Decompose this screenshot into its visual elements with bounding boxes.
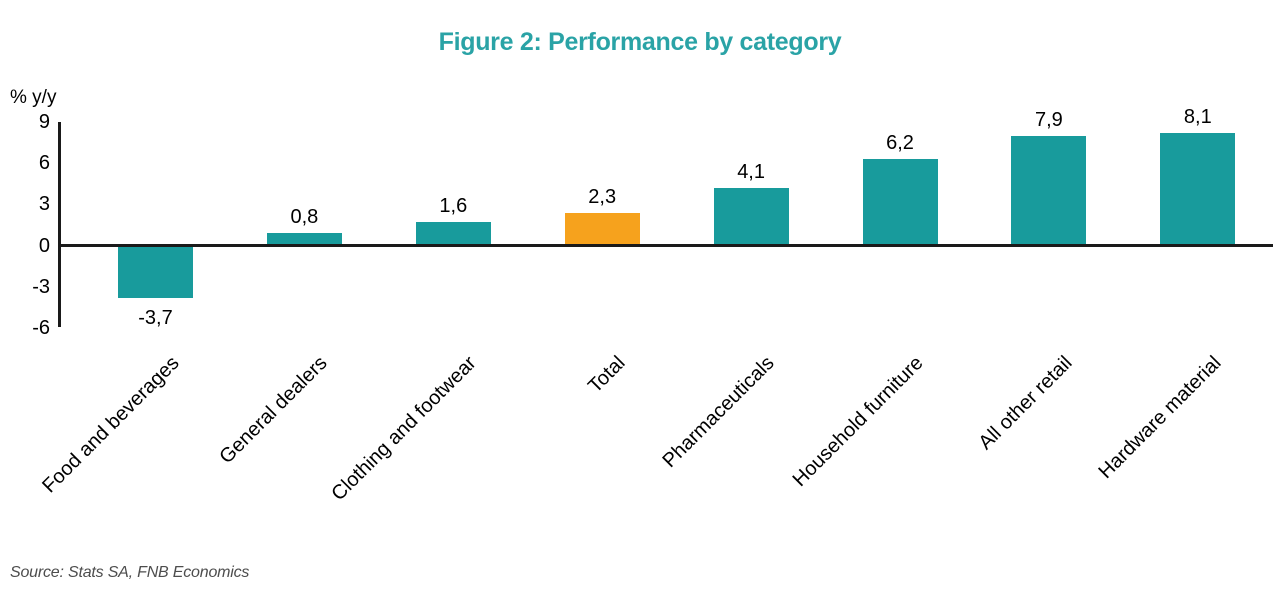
category-label-food-and-beverages: Food and beverages — [37, 352, 184, 498]
bar-food-and-beverages — [118, 247, 193, 298]
value-label-total: 2,3 — [588, 185, 617, 208]
category-label-clothing-and-footwear: Clothing and footwear — [327, 352, 481, 506]
value-label-pharmaceuticals: 4,1 — [737, 160, 765, 183]
value-label-general-dealers: 0,8 — [290, 206, 319, 229]
y-axis-line — [58, 122, 61, 327]
value-label-clothing-and-footwear: 1,6 — [439, 195, 468, 218]
y-tick--6: -6 — [32, 316, 50, 339]
y-tick-9: 9 — [38, 111, 50, 134]
category-label-pharmaceuticals: Pharmaceuticals — [658, 352, 779, 473]
bar-all-other-retail — [1011, 136, 1087, 244]
value-label-hardware-material: 8,1 — [1183, 106, 1212, 129]
bar-household-furniture — [862, 159, 938, 244]
zero-baseline — [58, 244, 1273, 247]
category-label-total: Total — [584, 352, 630, 398]
value-label-household-furniture: 6,2 — [886, 132, 914, 155]
y-axis-unit-label: % y/y — [10, 87, 57, 108]
bar-general-dealers — [266, 233, 342, 244]
y-tick-0: 0 — [38, 234, 50, 257]
category-label-hardware-material: Hardware material — [1094, 352, 1226, 484]
source-note: Source: Stats SA, FNB Economics — [10, 564, 250, 581]
value-label-food-and-beverages: -3,7 — [138, 306, 173, 329]
bar-pharmaceuticals — [713, 187, 789, 244]
y-tick-3: 3 — [38, 193, 50, 216]
category-label-household-furniture: Household furniture — [788, 352, 928, 491]
category-label-all-other-retail: All other retail — [974, 352, 1077, 455]
value-label-all-other-retail: 7,9 — [1034, 109, 1063, 131]
chart-title: Figure 2: Performance by category — [438, 28, 842, 56]
y-tick-6: 6 — [38, 152, 50, 175]
y-tick--3: -3 — [32, 275, 50, 298]
bar-total — [564, 212, 640, 244]
bar-hardware-material — [1160, 133, 1236, 244]
bar-clothing-and-footwear — [415, 222, 491, 244]
category-label-general-dealers: General dealers — [215, 352, 332, 469]
